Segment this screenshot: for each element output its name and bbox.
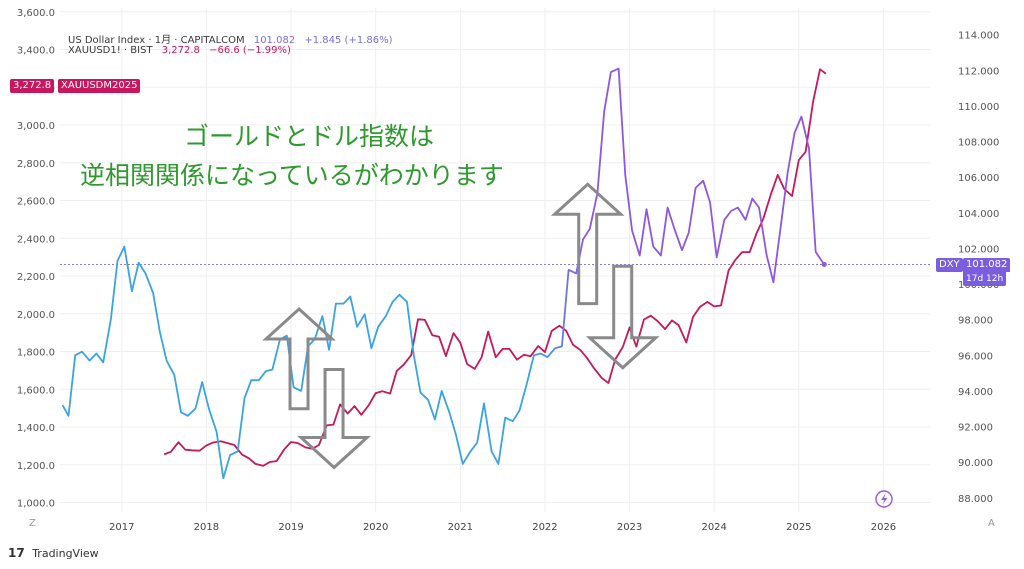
grid (60, 8, 930, 512)
legend-dxy-change: +1.845 (+1.86%) (304, 35, 393, 46)
lightning-bolt-icon (881, 493, 888, 505)
annotation-line-2: 逆相関関係になっているがわかります (80, 161, 504, 190)
right-tick-label: 112.000 (958, 66, 999, 77)
dxy-countdown-tag: 17d 12h (963, 272, 1007, 286)
left-tick-label: 2,000.0 (17, 310, 55, 321)
up-arrow (550, 182, 625, 306)
tradingview-logo-icon: 17 (8, 546, 25, 560)
left-axis-mode-button[interactable]: Z (29, 518, 36, 529)
x-tick-label: 2017 (109, 522, 134, 533)
left-tick-label: 1,600.0 (17, 385, 55, 396)
series-lines (61, 67, 827, 480)
gold-series-line (163, 68, 827, 467)
legend-dxy-value: 101.082 (253, 35, 296, 46)
tradingview-name: TradingView (32, 547, 99, 560)
right-tick-label: 102.000 (958, 244, 999, 255)
tradingview-brand[interactable]: 17 TradingView (8, 546, 99, 560)
x-tick-label: 2023 (617, 522, 642, 533)
divergence-arrows (262, 182, 660, 470)
left-tick-label: 1,200.0 (17, 461, 55, 472)
down-arrow (585, 264, 660, 370)
left-tick-label: 2,800.0 (17, 159, 55, 170)
legend-gold-change: −66.6 (−1.99%) (209, 45, 291, 56)
left-tick-label: 3,400.0 (17, 46, 55, 57)
legend-gold-value: 3,272.8 (161, 45, 200, 56)
dxy-last-point (821, 261, 827, 267)
left-tick-label: 1,000.0 (17, 499, 55, 510)
right-tick-label: 108.000 (958, 138, 999, 149)
right-axis-mode-button[interactable]: A (988, 518, 995, 529)
right-tick-label: 98.000 (958, 316, 993, 327)
x-tick-label: 2018 (194, 522, 219, 533)
left-tick-label: 3,000.0 (17, 121, 55, 132)
right-tick-label: 96.000 (958, 351, 993, 362)
right-tick-label: 92.000 (958, 423, 993, 434)
x-tick-label: 2021 (448, 522, 473, 533)
legend-dxy-title: US Dollar Index · 1月 · CAPITALCOM (68, 35, 245, 46)
right-tick-label: 110.000 (958, 102, 999, 113)
x-tick-label: 2024 (701, 522, 726, 533)
right-tick-label: 104.000 (958, 209, 999, 220)
left-tick-label: 1,800.0 (17, 348, 55, 359)
x-tick-label: 2022 (532, 522, 557, 533)
left-tick-label: 2,200.0 (17, 272, 55, 283)
left-tick-label: 2,600.0 (17, 197, 55, 208)
dxy-price-tag: 101.082 (963, 258, 1011, 272)
lightning-icon (875, 490, 893, 508)
legend-gold[interactable]: XAUUSD1! · BIST 3,272.8 −66.6 (−1.99%) (68, 45, 291, 56)
right-tick-label: 90.000 (958, 458, 993, 469)
legend-dxy[interactable]: US Dollar Index · 1月 · CAPITALCOM 101.08… (68, 31, 393, 46)
x-tick-label: 2020 (363, 522, 388, 533)
x-tick-label: 2019 (278, 522, 303, 533)
left-tick-label: 2,400.0 (17, 234, 55, 245)
dxy-series-line (61, 67, 825, 480)
right-tick-label: 94.000 (958, 387, 993, 398)
right-tick-label: 114.000 (958, 31, 999, 42)
x-tick-label: 2026 (871, 522, 896, 533)
right-tick-label: 106.000 (958, 173, 999, 184)
legend-gold-title: XAUUSD1! · BIST (68, 45, 153, 56)
down-arrow (297, 368, 371, 470)
right-tick-label: 88.000 (958, 494, 993, 505)
x-axis-ticks: 2017 2018 2019 2020 2021 2022 2023 2024 2025 2026 (109, 522, 896, 533)
chart-icons (875, 490, 893, 508)
annotation-line-1: ゴールドとドル指数は (184, 122, 435, 151)
dxy-symbol-tag: DXY (936, 258, 963, 272)
left-tick-label: 1,400.0 (17, 423, 55, 434)
gold-price-tag: 3,272.8 (10, 79, 55, 93)
x-tick-label: 2025 (786, 522, 811, 533)
gold-symbol-tag: XAUUSDM2025 (58, 79, 141, 93)
up-arrow (262, 306, 336, 411)
left-tick-label: 3,600.0 (17, 8, 55, 19)
